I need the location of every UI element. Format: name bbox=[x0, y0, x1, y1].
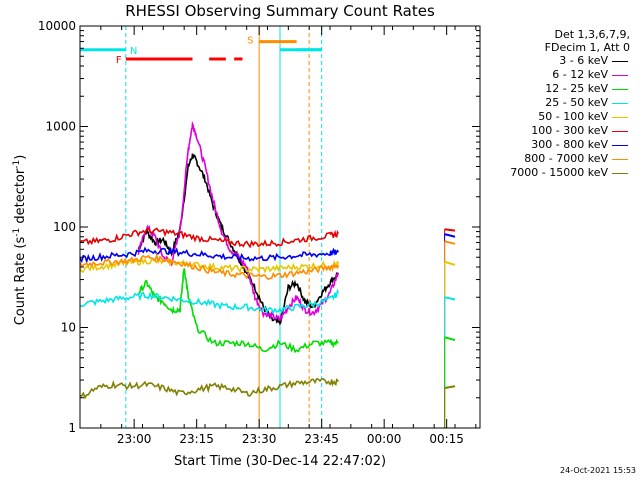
legend-swatch bbox=[612, 117, 628, 118]
legend-item: 7000 - 15000 keV bbox=[486, 166, 630, 180]
y-tick-label: 100 bbox=[53, 220, 76, 234]
series-line bbox=[79, 246, 340, 264]
y-axis-label-end: ) bbox=[13, 154, 29, 160]
x-tick-label: 00:00 bbox=[367, 432, 402, 446]
series-line bbox=[79, 252, 340, 281]
x-axis-label: Start Time (30-Dec-14 22:47:02) bbox=[173, 454, 387, 469]
chart-axes: 1 10 100 1000 10000 23:00 23:15 23:30 23:45 00:00… bbox=[38, 19, 481, 446]
y-axis-label: Count Rate (s-1 detector-1) bbox=[2, 0, 29, 480]
legend-label: 50 - 100 keV bbox=[538, 110, 608, 123]
post-gap-segment bbox=[444, 260, 456, 266]
y-tick-label: 10 bbox=[61, 321, 76, 335]
y-axis-label-sup2: -1 bbox=[11, 159, 22, 169]
post-gap-segment bbox=[444, 336, 456, 342]
legend-label: 3 - 6 keV bbox=[559, 54, 608, 67]
x-tick-label: 23:45 bbox=[304, 432, 339, 446]
generation-timestamp: 24-Oct-2021 15:53 bbox=[560, 466, 636, 475]
legend-label: 100 - 300 keV bbox=[531, 124, 608, 137]
legend-swatch bbox=[612, 145, 628, 146]
y-tick-label: 1 bbox=[68, 421, 76, 435]
legend-label: 7000 - 15000 keV bbox=[510, 166, 608, 179]
series-line bbox=[79, 377, 339, 400]
legend-item: 25 - 50 keV bbox=[486, 96, 630, 110]
legend-swatch bbox=[612, 173, 628, 174]
legend-item: 3 - 6 keV bbox=[486, 54, 630, 68]
x-tick-label: 23:00 bbox=[117, 432, 152, 446]
y-tick-label: 1000 bbox=[45, 120, 76, 134]
legend-item: 800 - 7000 keV bbox=[486, 152, 630, 166]
post-gap-segment bbox=[444, 240, 456, 245]
legend-label: 6 - 12 keV bbox=[552, 68, 608, 81]
legend-swatch bbox=[612, 159, 628, 160]
y-tick-label: 10000 bbox=[38, 19, 76, 33]
series-line bbox=[138, 268, 339, 354]
series-line bbox=[79, 288, 340, 315]
legend-header-1: Det 1,3,6,7,9, bbox=[554, 28, 630, 41]
legend-swatch bbox=[612, 75, 628, 76]
legend-label: 12 - 25 keV bbox=[545, 82, 608, 95]
legend-swatch bbox=[612, 131, 628, 132]
legend-label: 800 - 7000 keV bbox=[524, 152, 608, 165]
series-line bbox=[137, 120, 340, 322]
legend-label: 300 - 800 keV bbox=[531, 138, 608, 151]
saa-bar-label: S bbox=[247, 36, 253, 47]
series-line bbox=[79, 227, 339, 249]
legend-header-2: FDecim 1, Att 0 bbox=[544, 41, 630, 54]
x-tick-label: 23:15 bbox=[179, 432, 214, 446]
legend-swatch bbox=[612, 89, 628, 90]
legend-item: 50 - 100 keV bbox=[486, 110, 630, 124]
y-axis-label-sup1: -1 bbox=[11, 227, 22, 237]
night-bar-label: N bbox=[130, 46, 137, 57]
legend-item: 12 - 25 keV bbox=[486, 82, 630, 96]
post-gap-segment bbox=[444, 296, 456, 301]
legend-item: 6 - 12 keV bbox=[486, 68, 630, 82]
chart-title: RHESSI Observing Summary Count Rates bbox=[125, 2, 435, 20]
x-tick-label: 00:15 bbox=[429, 432, 464, 446]
post-gap-segment bbox=[444, 228, 456, 232]
legend-swatch bbox=[612, 61, 628, 62]
legend-swatch bbox=[612, 103, 628, 104]
legend-label: 25 - 50 keV bbox=[545, 96, 608, 109]
legend-item: 100 - 300 keV bbox=[486, 124, 630, 138]
y-axis-label-main: Count Rate (s bbox=[13, 236, 29, 326]
post-gap-segment bbox=[444, 385, 456, 389]
chart-marks: NF S bbox=[79, 26, 456, 428]
flare-bar-label: F bbox=[116, 55, 122, 66]
legend-item: 300 - 800 keV bbox=[486, 138, 630, 152]
y-axis-label-mid: detector bbox=[13, 168, 29, 228]
x-tick-label: 23:30 bbox=[242, 432, 277, 446]
post-gap-segment bbox=[444, 233, 456, 238]
